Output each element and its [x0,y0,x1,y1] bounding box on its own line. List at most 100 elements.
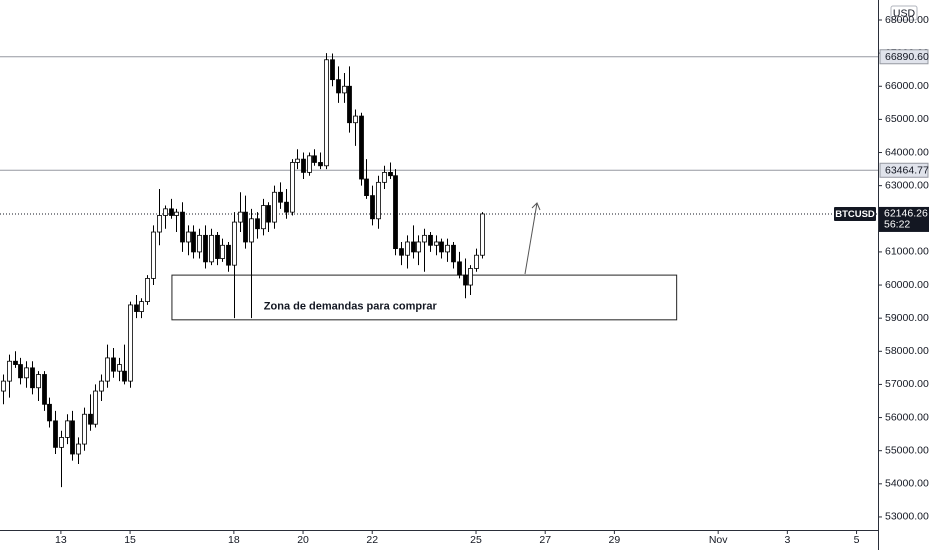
candle-body [24,367,29,379]
candle [428,232,433,252]
candle-body [382,172,387,183]
candle-body [463,274,468,286]
candle-body [157,215,162,233]
candle-body [336,79,341,94]
candle [347,66,352,133]
candle [99,374,104,401]
candle-body [203,234,208,263]
candle [186,225,191,256]
candle [7,354,12,398]
candle-body [388,172,393,177]
candle-body [307,155,312,173]
candle [249,208,254,319]
candle-body [18,364,23,379]
candle-body [261,205,266,230]
candle-body [169,208,174,216]
price-label: 63464.77 [885,165,929,177]
candle [157,188,162,246]
candle-body [209,234,214,263]
y-tick-label: 63000.00 [885,179,929,191]
currency-box [890,5,918,21]
demand-zone [171,274,678,321]
candle [203,225,208,269]
candle-body [255,218,260,230]
candle-body [422,234,427,243]
candle [82,407,87,451]
candle-body [428,234,433,246]
candle [318,152,323,170]
candle-body [399,248,404,256]
candle-body [284,201,289,213]
candle-body [30,367,35,389]
candle [117,357,122,382]
candle [336,66,341,103]
y-tick-label: 58000.00 [885,345,929,357]
x-tick-label: 29 [609,534,621,546]
candle [278,182,283,209]
candle-body [7,360,12,382]
candle-body [434,241,439,246]
candle [76,437,81,464]
candle-body [191,231,196,253]
candle-body [278,191,283,203]
candle-body [411,241,416,253]
candle-body [376,181,381,220]
candle-body [370,195,375,220]
y-tick-label: 59000.00 [885,312,929,324]
candle-body [174,211,179,216]
candle [134,294,139,319]
candle [215,232,220,266]
candle-body [65,420,70,438]
candle [53,410,58,455]
candle [36,371,41,401]
candle-body [1,380,6,392]
candle [13,351,18,368]
candle-body [457,261,462,276]
candle [388,162,393,180]
candle-body [364,178,369,196]
candle-body [290,162,295,213]
candle-body [99,380,104,392]
candle-body [353,115,358,124]
candle [312,149,317,166]
x-tick-label: 5 [854,534,860,546]
y-tick-label: 57000.00 [885,378,929,390]
candle [151,225,156,286]
candle-body [330,59,335,81]
y-tick-label: 68000.00 [885,14,929,26]
candle [266,202,271,233]
candle [295,149,300,170]
candle [65,414,70,445]
candle [105,344,110,388]
x-tick-label: 13 [55,534,67,546]
x-tick-label: 25 [470,534,482,546]
candle [434,235,439,256]
candle [111,347,116,378]
candle [330,53,335,87]
candle-body [468,268,473,286]
candle [197,228,202,259]
y-tick-label: 53000.00 [885,511,929,523]
zone-label: Zona de demandas para comprar [264,300,438,312]
candle [284,188,289,219]
candle-body [393,175,398,250]
candle-body [266,205,271,223]
candle-body [226,244,231,266]
candle [301,152,306,180]
price-label-box [879,49,929,65]
candle [359,112,364,186]
candle-body [151,231,156,279]
arrow-head [531,202,541,211]
candle [209,228,214,266]
candle [463,258,468,299]
candle-body [312,155,317,163]
candle [416,235,421,266]
candle-body [238,211,243,223]
candle-body [82,413,87,445]
candle [457,251,462,279]
symbol-label: BTCUSD [835,209,875,220]
candle-body [180,211,185,243]
candle [93,384,98,428]
candle [226,241,231,272]
